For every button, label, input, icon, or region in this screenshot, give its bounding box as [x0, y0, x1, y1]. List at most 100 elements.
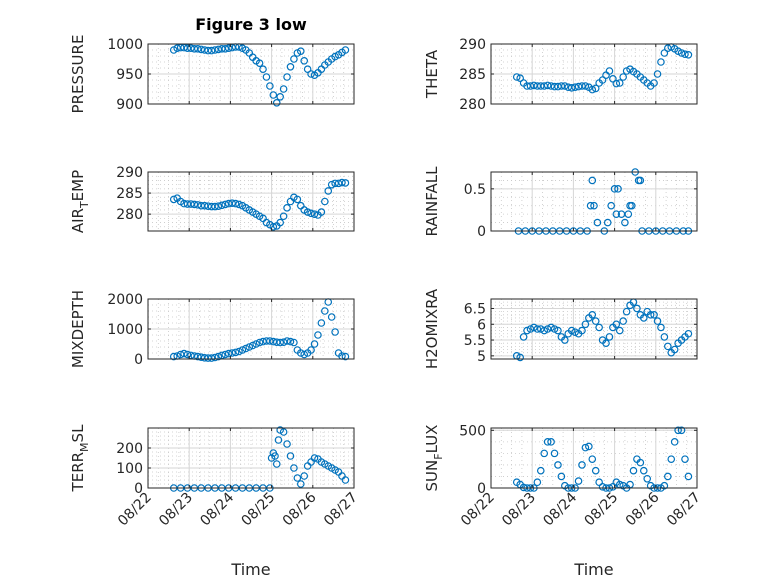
- data-point: [272, 99, 281, 107]
- data-point: [684, 50, 693, 59]
- data-point: [585, 442, 593, 451]
- data-point: [557, 472, 566, 481]
- y-tick-label: 2000: [107, 292, 143, 308]
- data-point: [639, 314, 648, 322]
- data-point: [276, 338, 284, 347]
- axes-box: [147, 427, 355, 489]
- data-point: [578, 461, 586, 469]
- data-point: [307, 70, 315, 78]
- data-point: [310, 210, 319, 218]
- data-point: [296, 47, 305, 56]
- y-tick-label: 6.5: [464, 301, 486, 317]
- data-point: [283, 204, 291, 212]
- data-point: [650, 310, 658, 319]
- subplot-6: 55.566.5 H2OMIXRA: [423, 288, 698, 369]
- data-point: [193, 44, 202, 53]
- y-tick-label: 5: [477, 349, 486, 365]
- data-point: [279, 212, 288, 221]
- data-point: [296, 480, 305, 488]
- data-point: [310, 340, 319, 348]
- data-point: [633, 304, 641, 313]
- data-point: [214, 352, 223, 361]
- data-point: [317, 319, 326, 327]
- x-axis-label-right: Time: [573, 560, 613, 579]
- data-point: [169, 352, 178, 361]
- data-point: [224, 349, 233, 358]
- data-point: [248, 341, 257, 350]
- y-tick-label: 1000: [107, 37, 143, 53]
- y-axis-label: PRESSURE: [69, 35, 87, 114]
- y-tick-label: 950: [116, 67, 143, 83]
- data-point: [646, 310, 655, 319]
- data-point: [245, 343, 254, 351]
- axes-box: [490, 427, 698, 489]
- data-point: [231, 199, 240, 208]
- y-axis-label: AIRTEMP: [69, 170, 91, 233]
- axes-box: [490, 171, 698, 232]
- data-point: [228, 199, 236, 207]
- data-point: [321, 197, 329, 206]
- y-tick-label: 0.5: [464, 182, 486, 198]
- data-point: [274, 436, 283, 444]
- data-point: [293, 195, 302, 204]
- data-point: [300, 350, 309, 359]
- data-point: [338, 178, 346, 187]
- data-point: [519, 333, 528, 341]
- y-tick-label: 290: [116, 165, 143, 181]
- data-point: [581, 443, 590, 452]
- data-point: [190, 200, 199, 209]
- x-tick-label: 08/27: [321, 490, 361, 530]
- data-point: [269, 222, 278, 231]
- y-tick-label: 500: [459, 423, 486, 439]
- x-tick-label: 08/25: [239, 490, 279, 530]
- data-point: [543, 438, 552, 446]
- data-point: [639, 466, 648, 475]
- data-point: [290, 464, 298, 472]
- data-point: [612, 320, 621, 329]
- y-axis-label: RAINFALL: [423, 166, 441, 237]
- data-point: [293, 474, 302, 482]
- data-point: [183, 350, 192, 359]
- data-point: [324, 298, 333, 306]
- data-point: [660, 333, 669, 341]
- subplot-4: 0 0.5 RAINFALL: [423, 166, 698, 240]
- data-point: [684, 472, 693, 481]
- data-point: [266, 337, 274, 345]
- data-point: [211, 202, 219, 211]
- data-point: [540, 449, 549, 458]
- data-point: [221, 350, 230, 359]
- data-point: [197, 45, 206, 54]
- data-point: [543, 81, 552, 90]
- figure-title: Figure 3 low: [195, 15, 307, 34]
- data-point: [283, 73, 291, 81]
- data-point: [314, 331, 322, 339]
- data-point: [272, 460, 281, 468]
- data-point: [207, 46, 216, 55]
- x-tick-label: 08/27: [664, 490, 704, 530]
- data-point: [627, 201, 636, 210]
- data-point: [214, 202, 223, 210]
- data-point: [271, 452, 279, 460]
- data-point: [674, 426, 682, 435]
- data-point: [561, 336, 569, 344]
- data-point: [554, 461, 562, 469]
- data-point: [235, 347, 243, 356]
- data-point: [588, 176, 597, 185]
- y-tick-label: 6: [477, 317, 486, 333]
- data-point: [615, 326, 624, 335]
- data-point: [607, 201, 615, 210]
- y-tick-label: 5.5: [464, 333, 486, 349]
- data-point: [619, 73, 627, 81]
- data-point: [341, 352, 350, 361]
- data-point: [629, 466, 638, 475]
- data-point: [657, 58, 665, 66]
- data-point: [602, 339, 610, 348]
- data-point: [595, 323, 603, 332]
- data-point: [221, 44, 230, 53]
- data-point: [670, 438, 679, 446]
- data-point: [341, 476, 350, 484]
- data-point: [262, 73, 271, 81]
- y-tick-label: 1000: [107, 322, 143, 338]
- y-tick-label: 0: [477, 224, 486, 240]
- x-tick-label: 08/26: [280, 489, 320, 529]
